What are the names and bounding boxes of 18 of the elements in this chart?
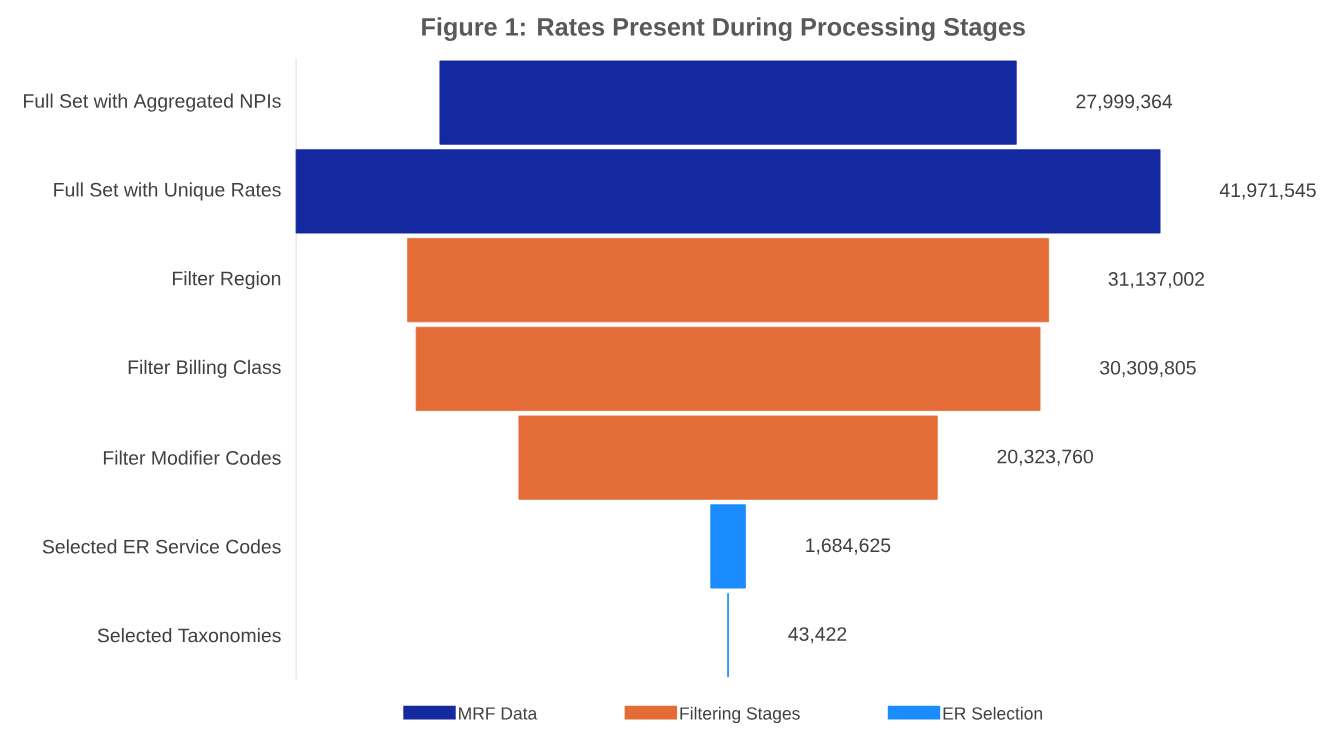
data-label: 31,137,002 bbox=[1108, 272, 1205, 289]
category-label: Selected ER Service Codes bbox=[42, 539, 281, 554]
data-label: 20,323,760 bbox=[997, 449, 1093, 466]
legend-label: MRF Data bbox=[459, 707, 538, 720]
data-label: 30,309,805 bbox=[1100, 361, 1196, 378]
data-label: 43,422 bbox=[788, 627, 847, 644]
category-label: Full Set with Aggregated NPIs bbox=[24, 93, 281, 112]
category-label: Selected Taxonomies bbox=[97, 628, 281, 643]
data-label: 27,999,364 bbox=[1076, 94, 1173, 111]
legend-label: ER Selection bbox=[943, 707, 1042, 720]
category-label: Full Set with Unique Rates bbox=[54, 182, 281, 201]
text: Figure 1: Rates Present During Processing Stages bbox=[422, 17, 1025, 42]
data-label: 1,684,625 bbox=[806, 538, 891, 555]
legend-label: Filtering Stages bbox=[680, 707, 800, 724]
category-label: Filter Region bbox=[172, 271, 281, 290]
category-label: Filter Billing Class bbox=[128, 360, 281, 379]
data-label: 41,971,545 bbox=[1219, 183, 1316, 200]
category-label: Filter Modifier Codes bbox=[103, 450, 281, 465]
